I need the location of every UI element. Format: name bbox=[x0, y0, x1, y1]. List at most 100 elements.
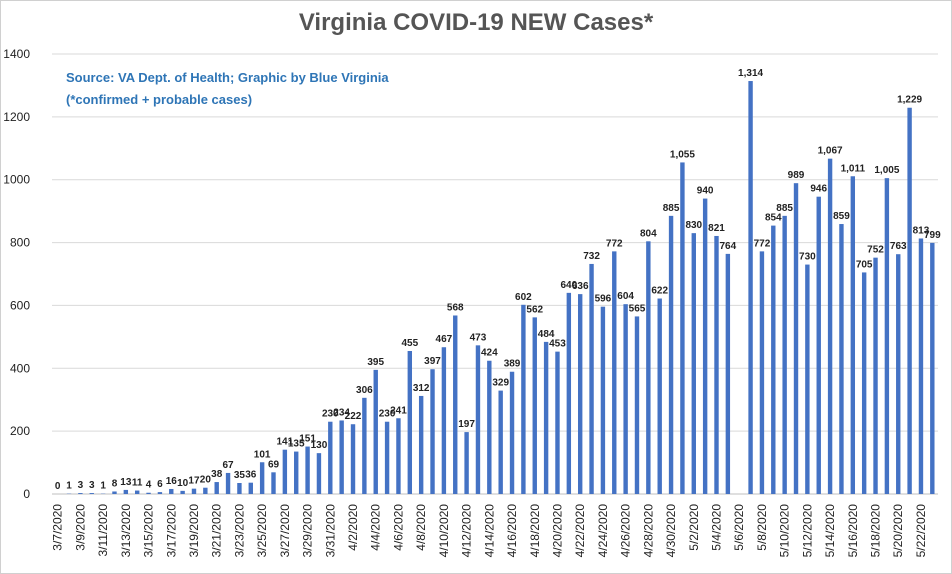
value-label: 752 bbox=[867, 245, 884, 256]
value-label: 312 bbox=[413, 383, 430, 394]
value-label: 455 bbox=[401, 338, 418, 349]
value-label: 135 bbox=[288, 439, 305, 450]
value-label: 568 bbox=[447, 302, 464, 313]
value-label: 940 bbox=[697, 186, 714, 197]
bar bbox=[282, 449, 288, 494]
x-tick-label: 4/18/2020 bbox=[528, 504, 542, 558]
bar bbox=[850, 176, 856, 494]
y-tick-label: 1400 bbox=[3, 47, 30, 61]
bar bbox=[930, 242, 935, 494]
bar bbox=[532, 317, 537, 494]
x-tick-label: 3/17/2020 bbox=[164, 504, 178, 558]
value-label: 596 bbox=[595, 294, 612, 305]
bar bbox=[225, 472, 231, 494]
value-label: 885 bbox=[663, 203, 680, 214]
bar bbox=[328, 421, 333, 494]
x-tick-label: 3/31/2020 bbox=[323, 504, 337, 558]
bar bbox=[384, 421, 390, 494]
x-tick-label: 3/25/2020 bbox=[255, 504, 269, 558]
value-label: 640 bbox=[560, 280, 577, 291]
value-label: 36 bbox=[245, 470, 257, 481]
value-label: 67 bbox=[223, 460, 235, 471]
bar bbox=[350, 424, 356, 494]
x-tick-label: 5/12/2020 bbox=[800, 504, 814, 558]
bar bbox=[816, 196, 821, 494]
bar bbox=[396, 418, 401, 494]
bar bbox=[600, 306, 606, 494]
x-tick-label: 4/22/2020 bbox=[573, 504, 587, 558]
bar bbox=[521, 304, 526, 494]
y-tick-label: 1200 bbox=[3, 110, 30, 124]
x-tick-label: 4/8/2020 bbox=[414, 504, 428, 551]
value-label: 473 bbox=[470, 332, 487, 343]
bar bbox=[839, 224, 844, 494]
bar bbox=[78, 493, 83, 494]
x-tick-label: 4/24/2020 bbox=[596, 504, 610, 558]
value-label: 197 bbox=[458, 419, 475, 430]
x-tick-label: 4/26/2020 bbox=[619, 504, 633, 558]
bar bbox=[907, 107, 912, 494]
x-tick-label: 5/2/2020 bbox=[687, 504, 701, 551]
value-label: 0 bbox=[55, 481, 61, 492]
bar bbox=[589, 263, 594, 494]
bar bbox=[430, 369, 435, 494]
bar bbox=[577, 294, 583, 494]
value-label: 397 bbox=[424, 356, 441, 367]
value-label: 453 bbox=[549, 339, 566, 350]
value-label: 424 bbox=[481, 348, 498, 359]
value-label: 804 bbox=[640, 228, 657, 239]
value-label: 1 bbox=[66, 481, 72, 492]
value-label: 230 bbox=[322, 409, 339, 420]
bar bbox=[418, 395, 424, 494]
x-tick-label: 5/6/2020 bbox=[732, 504, 746, 551]
value-label: 602 bbox=[515, 292, 532, 303]
bar bbox=[146, 492, 151, 494]
bar bbox=[453, 315, 458, 494]
x-tick-label: 5/20/2020 bbox=[891, 504, 905, 558]
annotation: (*confirmed + probable cases) bbox=[66, 92, 252, 107]
bar bbox=[873, 257, 878, 494]
bar bbox=[259, 462, 265, 494]
value-label: 241 bbox=[390, 405, 407, 416]
value-label: 830 bbox=[685, 220, 702, 231]
x-tick-label: 4/4/2020 bbox=[369, 504, 383, 551]
x-tick-label: 4/28/2020 bbox=[641, 504, 655, 558]
bar bbox=[623, 304, 628, 494]
bar bbox=[464, 432, 469, 494]
value-label: 6 bbox=[157, 479, 163, 490]
value-label: 565 bbox=[629, 303, 646, 314]
bar bbox=[441, 347, 447, 494]
bar bbox=[771, 225, 776, 494]
bar bbox=[759, 251, 765, 494]
bar bbox=[498, 390, 503, 494]
value-label: 329 bbox=[492, 378, 509, 389]
y-tick-label: 1000 bbox=[3, 173, 30, 187]
bar bbox=[657, 298, 662, 494]
y-tick-label: 200 bbox=[10, 424, 30, 438]
bar bbox=[123, 489, 129, 494]
bar bbox=[203, 487, 208, 494]
x-tick-label: 4/20/2020 bbox=[550, 504, 564, 558]
value-label: 3 bbox=[78, 480, 84, 491]
value-label: 484 bbox=[538, 329, 555, 340]
value-label: 562 bbox=[526, 304, 543, 315]
x-tick-label: 5/22/2020 bbox=[914, 504, 928, 558]
x-tick-label: 3/13/2020 bbox=[119, 504, 133, 558]
bar bbox=[714, 235, 719, 494]
bar bbox=[362, 397, 367, 494]
bar bbox=[884, 178, 890, 494]
bar bbox=[668, 215, 674, 494]
bar bbox=[918, 238, 924, 494]
value-label: 4 bbox=[146, 480, 152, 491]
value-label: 859 bbox=[833, 211, 850, 222]
x-tick-label: 5/4/2020 bbox=[710, 504, 724, 551]
x-tick-label: 3/23/2020 bbox=[232, 504, 246, 558]
x-tick-label: 3/7/2020 bbox=[51, 504, 65, 551]
bar bbox=[112, 491, 117, 494]
value-label: 151 bbox=[299, 434, 316, 445]
value-label: 622 bbox=[651, 286, 668, 297]
value-label: 306 bbox=[356, 385, 373, 396]
value-label: 230 bbox=[379, 409, 396, 420]
x-tick-label: 4/6/2020 bbox=[391, 504, 405, 551]
